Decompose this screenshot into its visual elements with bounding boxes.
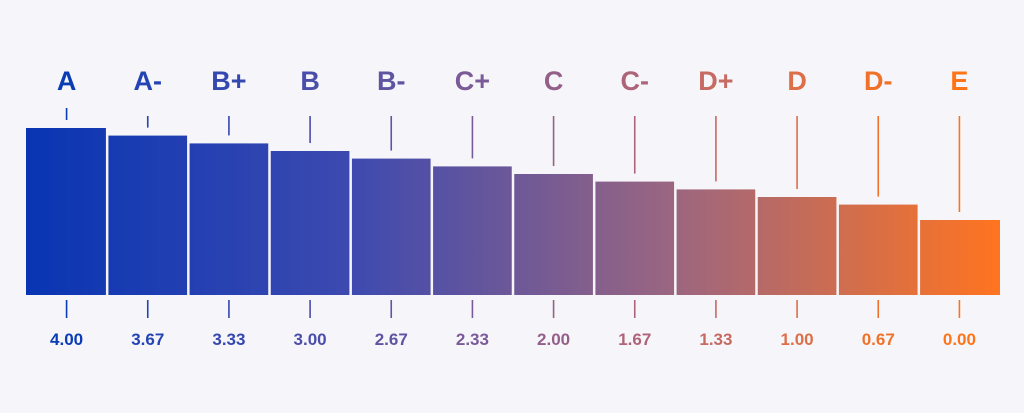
bar-b-plus <box>189 143 269 295</box>
grade-label-c-minus: C- <box>621 66 650 96</box>
value-labels-group: 4.00 3.67 3.33 3.00 2.67 2.33 2.00 1.67 1.33 1.00… <box>50 330 976 349</box>
bar-c-minus <box>595 181 675 295</box>
value-label-d-plus: 1.33 <box>699 330 732 349</box>
bar-d <box>757 197 837 295</box>
value-label-d: 1.00 <box>781 330 814 349</box>
bar-a-minus <box>108 135 188 295</box>
value-label-c-plus: 2.33 <box>456 330 489 349</box>
value-label-b: 3.00 <box>294 330 327 349</box>
value-label-e: 0.00 <box>943 330 976 349</box>
bar-c <box>514 174 593 295</box>
grade-label-d-minus: D- <box>864 66 893 96</box>
grade-label-a-minus: A- <box>134 66 163 96</box>
bar-a <box>26 128 106 295</box>
bar-b-minus <box>351 158 431 295</box>
value-label-b-plus: 3.33 <box>212 330 245 349</box>
bar-d-plus <box>676 189 756 295</box>
grade-label-d: D <box>787 66 807 96</box>
value-label-c: 2.00 <box>537 330 570 349</box>
grade-label-b-plus: B+ <box>211 66 246 96</box>
bar-e <box>920 220 1000 295</box>
grade-label-e: E <box>950 66 968 96</box>
grade-label-a: A <box>57 66 77 96</box>
value-label-a-minus: 3.67 <box>131 330 164 349</box>
bar-c-plus <box>433 166 512 295</box>
grade-label-c: C <box>544 66 564 96</box>
bar-b <box>270 151 350 295</box>
grade-label-b: B <box>300 66 320 96</box>
value-label-d-minus: 0.67 <box>862 330 895 349</box>
grade-label-b-minus: B- <box>377 66 406 96</box>
value-label-b-minus: 2.67 <box>375 330 408 349</box>
ticks-group <box>65 108 961 318</box>
grade-label-d-plus: D+ <box>698 66 733 96</box>
grade-label-c-plus: C+ <box>455 66 490 96</box>
grade-labels-group: A A- B+ B B- C+ C C- D+ D D- E <box>57 66 969 96</box>
value-label-a: 4.00 <box>50 330 83 349</box>
bar-d-minus <box>838 204 918 295</box>
value-label-c-minus: 1.67 <box>618 330 651 349</box>
bars-group <box>26 128 1000 295</box>
